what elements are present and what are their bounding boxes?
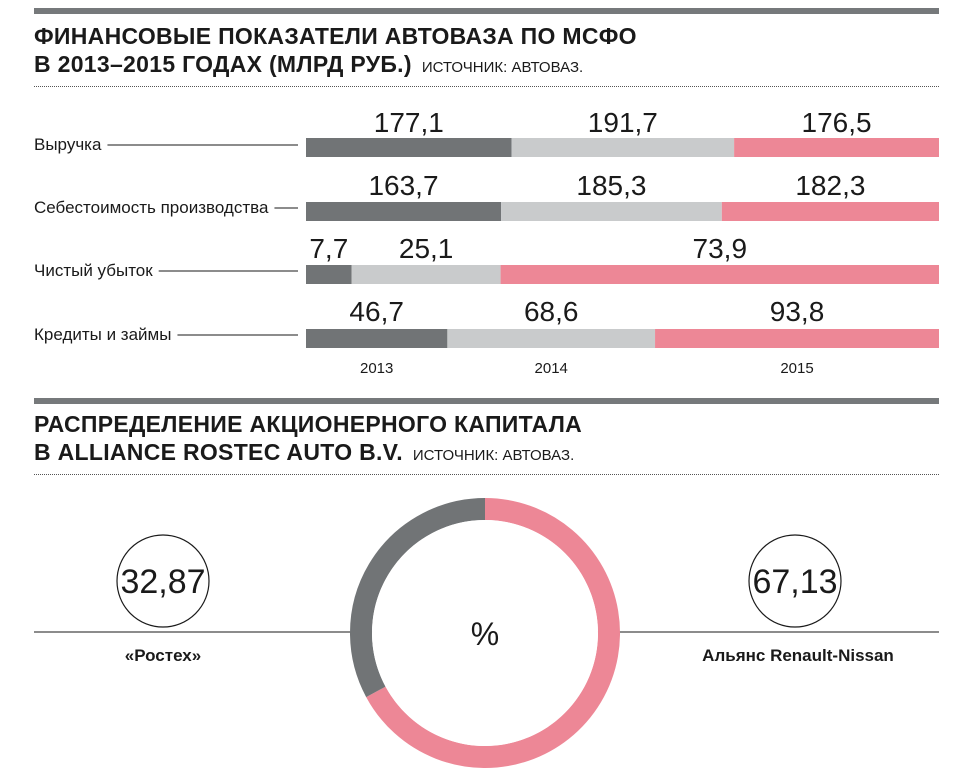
data-label: 185,3 (576, 170, 646, 201)
category-label: Чистый убыток (34, 261, 153, 280)
equity-chart-title-line1: РАСПРЕДЕЛЕНИЕ АКЦИОНЕРНОГО КАПИТАЛА (34, 411, 583, 437)
financial-chart-title-line1: ФИНАНСОВЫЕ ПОКАЗАТЕЛИ АВТОВАЗА ПО МСФО (34, 23, 637, 49)
data-label: 176,5 (802, 107, 872, 138)
bar-segment (447, 329, 656, 348)
data-label: 7,7 (309, 233, 348, 264)
category-label: Себестоимость производства (34, 198, 269, 217)
middle-divider-bar (34, 398, 939, 404)
year-label: 2015 (780, 360, 813, 377)
bar-segment (511, 138, 735, 157)
bar-segment (655, 329, 939, 348)
dotted-separator (34, 474, 939, 475)
financial-chart-title-line2: В 2013–2015 ГОДАХ (МЛРД РУБ.) (34, 51, 412, 77)
bar-segment (500, 265, 939, 284)
data-label: 163,7 (368, 170, 438, 201)
financial-chart-title: ФИНАНСОВЫЕ ПОКАЗАТЕЛИ АВТОВАЗА ПО МСФО В… (34, 22, 637, 82)
category-label: Выручка (34, 135, 102, 154)
data-label: 191,7 (588, 107, 658, 138)
donut-hole (372, 520, 598, 746)
slice-name-label: «Ростех» (125, 646, 201, 665)
donut-slice (366, 498, 620, 768)
bar-segment (734, 138, 939, 157)
data-label: 93,8 (770, 296, 825, 327)
year-label: 2014 (535, 360, 568, 377)
bar-segment (306, 202, 502, 221)
equity-chart-source: ИСТОЧНИК: АВТОВАЗ. (412, 447, 575, 464)
year-label: 2013 (360, 360, 393, 377)
category-label: Кредиты и займы (34, 325, 171, 344)
slice-name-label: Альянс Renault-Nissan (702, 646, 894, 665)
equity-chart-title: РАСПРЕДЕЛЕНИЕ АКЦИОНЕРНОГО КАПИТАЛА В AL… (34, 410, 582, 470)
bar-segment (306, 329, 448, 348)
bar-segment (351, 265, 501, 284)
top-divider-bar (34, 8, 939, 14)
financial-bar-chart: Выручка 177,1 191,7 176,5 Себестоимость прои… (34, 107, 939, 377)
value-circle (116, 534, 210, 628)
data-label: 177,1 (374, 107, 444, 138)
dotted-separator (34, 86, 939, 87)
bar-segment (501, 202, 722, 221)
value-circle (748, 534, 842, 628)
unit-label: % (471, 616, 499, 652)
data-label: 182,3 (795, 170, 865, 201)
donut-slice (350, 498, 486, 698)
slice-value-label: 32,87 (120, 563, 205, 601)
data-label: 73,9 (693, 233, 748, 264)
bar-segment (306, 265, 352, 284)
financial-chart-source: ИСТОЧНИК: АВТОВАЗ. (421, 59, 584, 76)
data-label: 46,7 (349, 296, 404, 327)
data-label: 25,1 (399, 233, 454, 264)
bar-segment (306, 138, 512, 157)
data-label: 68,6 (524, 296, 579, 327)
bar-segment (721, 202, 939, 221)
slice-value-label: 67,13 (752, 563, 837, 601)
equity-chart-title-line2: В ALLIANCE ROSTEC AUTO B.V. (34, 439, 403, 465)
